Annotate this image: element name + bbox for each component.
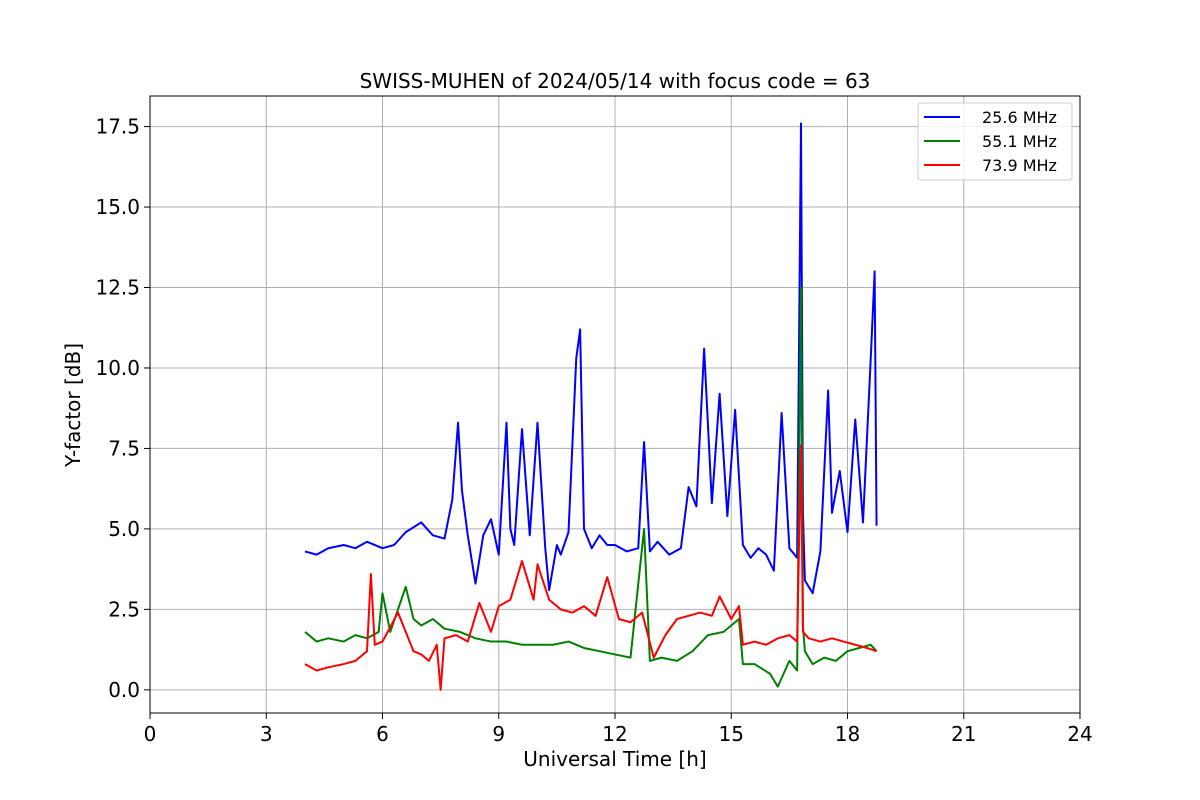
y-tick-label: 15.0: [95, 195, 140, 219]
x-tick-label: 9: [492, 722, 505, 746]
x-tick-label: 3: [260, 722, 273, 746]
legend-label: 55.1 MHz: [982, 132, 1057, 151]
y-tick-label: 7.5: [108, 436, 140, 460]
x-tick-label: 0: [144, 722, 157, 746]
legend: 25.6 MHz 55.1 MHz 73.9 MHz: [917, 102, 1073, 181]
legend-label: 25.6 MHz: [982, 108, 1057, 127]
series-line-73-9-mhz: [304, 444, 877, 691]
y-tick-label: 5.0: [108, 517, 140, 541]
x-tick-label: 21: [951, 722, 976, 746]
y-axis-label: Y-factor [dB]: [61, 343, 85, 468]
y-tick-label: 17.5: [95, 115, 140, 139]
chart-title: SWISS-MUHEN of 2024/05/14 with focus cod…: [360, 69, 871, 93]
y-tick-label: 10.0: [95, 356, 140, 380]
x-tick-label: 24: [1067, 722, 1092, 746]
legend-label: 73.9 MHz: [982, 156, 1057, 175]
x-tick-label: 6: [376, 722, 389, 746]
x-tick-label: 15: [719, 722, 744, 746]
y-axis-ticks: 0.0 2.5 5.0 7.5 10.0 12.5 15.0 17.5: [95, 115, 150, 702]
y-tick-label: 12.5: [95, 276, 140, 300]
x-tick-label: 18: [835, 722, 860, 746]
y-tick-label: 0.0: [108, 678, 140, 702]
plot-series: [304, 122, 878, 691]
x-axis-label: Universal Time [h]: [523, 747, 706, 771]
x-axis-ticks: 0 3 6 9 12 15 18 21 24: [144, 713, 1093, 746]
y-tick-label: 2.5: [108, 597, 140, 621]
legend-frame: [917, 102, 1073, 181]
x-tick-label: 12: [602, 722, 627, 746]
